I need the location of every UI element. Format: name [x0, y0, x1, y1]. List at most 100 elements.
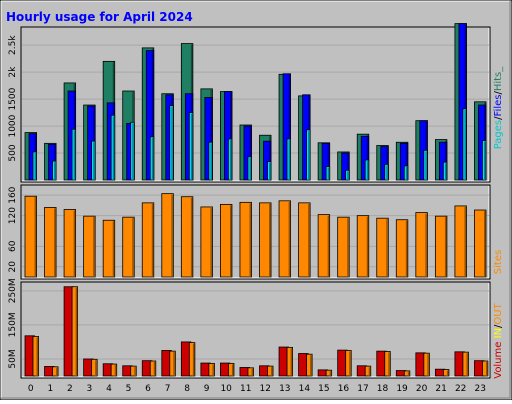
bar-sites-hour-7 — [161, 193, 174, 278]
bar-out-hour-16 — [345, 350, 352, 377]
panel-sites-box — [20, 184, 491, 280]
bar-sites-hour-21 — [434, 215, 448, 278]
bar-out-hour-9 — [208, 362, 215, 377]
bar-shadow — [269, 142, 271, 180]
bar-out-hour-21 — [442, 369, 450, 377]
volume-legend: Volume IN/OUT — [493, 302, 504, 378]
bar-shadow — [249, 203, 251, 277]
requests-legend-entry: Files — [493, 95, 504, 117]
bar-shadow — [112, 116, 115, 180]
bar-out-hour-18 — [384, 351, 391, 377]
bar-face — [325, 369, 333, 377]
bar-shadow — [153, 362, 156, 376]
bar-face — [228, 362, 235, 377]
bar-shadow — [249, 127, 251, 180]
bar-face — [102, 219, 116, 278]
requests-legend-entry: / — [493, 91, 504, 95]
bar-sites-hour-2 — [63, 209, 77, 278]
bar-shadow — [54, 208, 56, 277]
x-tick-label-hour-13: 13 — [279, 384, 290, 394]
sites-legend: Sites — [493, 250, 504, 274]
bar-face — [415, 212, 428, 278]
bar-face — [247, 367, 254, 377]
x-tick-label-hour-22: 22 — [455, 384, 466, 394]
bar-shadow — [290, 348, 293, 376]
bar-face — [395, 219, 409, 278]
bar-shadow — [386, 219, 388, 277]
x-tick-label-hour-10: 10 — [220, 384, 232, 394]
bar-sites-hour-20 — [415, 212, 428, 278]
bar-shadow — [192, 343, 195, 376]
bar-shadow — [34, 197, 37, 277]
bar-shadow — [54, 162, 56, 180]
bar-out-hour-14 — [306, 353, 313, 377]
bar-pages-hour-8 — [188, 112, 194, 181]
bar-face — [24, 195, 37, 278]
bar-face — [208, 362, 215, 377]
bar-shadow — [425, 213, 427, 277]
bar-shadow — [466, 353, 468, 376]
bar-shadow — [308, 203, 310, 277]
bar-shadow — [251, 368, 253, 376]
bar-face — [337, 216, 350, 278]
bar-pages-hour-17 — [364, 159, 370, 181]
bar-face — [149, 360, 157, 377]
bar-sites-hour-9 — [200, 206, 213, 278]
panel-sites: 160 120 60 20 — [8, 184, 491, 280]
volume-legend-entry: IN — [493, 328, 504, 338]
bar-shadow — [427, 354, 429, 376]
bar-face — [200, 206, 213, 278]
bar-face — [384, 351, 391, 377]
bar-pages-hour-21 — [442, 161, 448, 181]
bar-shadow — [425, 151, 427, 180]
panel-volume: 250M 150M 50M — [8, 278, 491, 379]
bar-out-hour-5 — [130, 365, 137, 377]
bar-face — [454, 205, 467, 278]
bar-face — [267, 365, 274, 377]
panel-sites-ytick-label: 60 — [8, 240, 18, 252]
bar-shadow — [210, 98, 212, 180]
bar-shadow — [405, 220, 408, 277]
bar-shadow — [486, 362, 488, 376]
bar-shadow — [484, 141, 486, 180]
bar-shadow — [366, 161, 369, 180]
bar-shadow — [269, 203, 271, 277]
bar-face — [83, 215, 96, 278]
bar-sites-hour-16 — [337, 216, 350, 278]
bar-shadow — [151, 203, 154, 277]
x-tick-label-hour-15: 15 — [318, 384, 329, 394]
bar-out-hour-11 — [247, 367, 254, 377]
bar-sites-hour-6 — [141, 202, 155, 278]
bar-shadow — [327, 215, 330, 277]
bar-shadow — [347, 171, 349, 180]
chart-panels: 2.5k 2k 1500 1000 500 160 120 60 20 250M 150M 50M — [8, 23, 491, 379]
bar-sites-hour-1 — [44, 207, 57, 278]
bar-shadow — [73, 210, 76, 277]
bar-shadow — [132, 123, 134, 180]
bar-face — [44, 207, 57, 278]
bar-shadow — [464, 206, 466, 277]
bar-shadow — [271, 367, 273, 376]
bar-shadow — [229, 92, 232, 180]
x-tick-label-hour-9: 9 — [204, 384, 210, 394]
bar-sites-hour-12 — [259, 202, 272, 278]
bar-face — [52, 366, 59, 377]
panel-sites-ytick-label: 160 — [8, 186, 18, 203]
bar-out-hour-7 — [169, 350, 176, 377]
bar-pages-hour-11 — [247, 156, 252, 181]
requests-legend: Pages/Files/Hits_ — [493, 66, 504, 150]
bar-shadow — [134, 367, 136, 376]
bar-face — [110, 363, 118, 377]
bar-shadow — [190, 113, 193, 180]
bar-out-hour-22 — [462, 351, 469, 377]
bar-sites-hour-19 — [395, 219, 409, 278]
x-tick-label-hour-20: 20 — [416, 384, 428, 394]
bar-sites-hour-8 — [180, 196, 194, 278]
panel-volume-ytick-label: 150M — [8, 312, 18, 337]
bar-shadow — [349, 351, 351, 376]
bar-sites-hour-22 — [454, 205, 467, 278]
bar-face — [239, 201, 252, 278]
bar-face — [345, 350, 352, 377]
bar-face — [188, 342, 196, 377]
bar-face — [403, 370, 411, 377]
